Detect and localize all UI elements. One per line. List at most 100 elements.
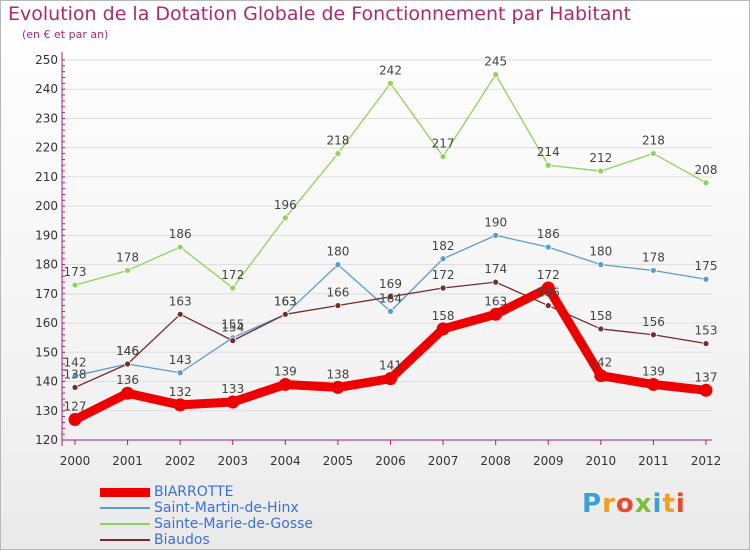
x-tick-label: 2008 [480, 454, 511, 468]
y-tick-label: 190 [35, 228, 58, 242]
data-point [281, 310, 289, 318]
data-label: 173 [64, 265, 87, 279]
data-label: 174 [484, 262, 507, 276]
data-point [331, 380, 345, 394]
logo-letter: i [652, 489, 663, 519]
legend-label: BIARROTTE [154, 484, 234, 500]
data-label: 156 [642, 315, 665, 329]
data-label: 180 [326, 245, 349, 259]
data-label: 186 [169, 227, 192, 241]
x-tick-label: 2012 [691, 454, 722, 468]
logo-letter: P [582, 489, 603, 519]
x-tick-label: 2002 [165, 454, 196, 468]
data-label: 146 [116, 344, 139, 358]
data-point [68, 413, 82, 427]
logo-letter: i [675, 489, 686, 519]
y-tick-label: 120 [35, 433, 58, 447]
data-label: 141 [379, 359, 402, 373]
data-point [544, 161, 552, 169]
x-tick-label: 2009 [533, 454, 564, 468]
legend-item: Biaudos [100, 532, 400, 548]
y-tick-label: 230 [35, 111, 58, 125]
data-label: 178 [116, 250, 139, 264]
data-point [334, 150, 342, 157]
data-point [121, 386, 135, 400]
legend-label: Biaudos [154, 532, 210, 548]
data-label: 137 [695, 370, 718, 384]
data-label: 154 [221, 321, 244, 335]
y-tick-label: 130 [35, 404, 58, 418]
data-point [71, 372, 79, 380]
data-point [387, 293, 394, 301]
data-label: 139 [642, 364, 665, 378]
data-label: 142 [589, 356, 612, 370]
data-label: 136 [116, 373, 139, 387]
logo-letter: t [662, 489, 676, 519]
data-point [699, 383, 713, 397]
y-tick-label: 200 [35, 199, 58, 213]
data-label: 166 [326, 286, 349, 300]
data-point [176, 369, 184, 377]
data-point [702, 275, 710, 283]
data-point [439, 284, 447, 292]
y-tick-label: 150 [35, 345, 58, 359]
data-point [597, 167, 605, 175]
data-point [278, 377, 292, 391]
data-label: 169 [379, 277, 402, 291]
data-label: 132 [169, 385, 192, 399]
data-label: 214 [537, 145, 560, 159]
data-label: 218 [326, 134, 349, 148]
data-point [597, 261, 605, 269]
data-point [646, 377, 660, 391]
data-point [650, 267, 657, 274]
y-tick-label: 180 [35, 258, 58, 272]
y-tick-label: 210 [35, 170, 58, 184]
data-point [541, 281, 555, 295]
x-tick-label: 2000 [60, 454, 91, 468]
data-point [492, 278, 500, 286]
logo-letter: o [615, 489, 635, 519]
data-point [334, 302, 342, 309]
data-label: 196 [274, 198, 297, 212]
data-point [544, 243, 552, 251]
proxiti-logo: Proxiti [582, 489, 686, 519]
legend-swatch [100, 539, 150, 541]
data-point [702, 179, 710, 187]
data-point [489, 307, 503, 321]
data-label: 163 [169, 294, 192, 308]
data-label: 172 [537, 268, 560, 282]
data-label: 153 [695, 324, 718, 338]
data-label: 242 [379, 63, 402, 77]
data-point [384, 372, 397, 386]
data-label: 155 [221, 318, 244, 332]
legend-swatch [100, 523, 150, 525]
data-label: 182 [432, 239, 455, 253]
data-label: 158 [589, 309, 612, 323]
data-point [650, 150, 657, 157]
legend-swatch [100, 507, 150, 509]
data-point [387, 79, 394, 87]
data-point [334, 261, 342, 269]
data-point [71, 281, 79, 289]
y-tick-label: 140 [35, 375, 58, 389]
data-label: 127 [64, 400, 87, 414]
data-point [71, 383, 79, 391]
chart-title: Evolution de la Dotation Globale de Fonc… [8, 3, 631, 25]
x-tick-label: 2005 [323, 454, 354, 468]
data-label: 186 [537, 227, 560, 241]
data-point [124, 360, 131, 368]
data-label: 138 [326, 367, 349, 381]
data-point [492, 231, 500, 239]
data-point [492, 71, 500, 79]
chart-legend: BIARROTTE Saint-Martin-de-Hinx Sainte-Mari… [100, 484, 400, 548]
data-label: 158 [432, 309, 455, 323]
data-label: 166 [537, 286, 560, 300]
data-point [124, 267, 131, 274]
data-point [544, 302, 552, 309]
data-point [439, 255, 447, 263]
legend-label: Saint-Martin-de-Hinx [154, 500, 299, 516]
data-point [436, 322, 450, 336]
data-label: 180 [589, 245, 612, 259]
data-label: 172 [432, 268, 455, 282]
